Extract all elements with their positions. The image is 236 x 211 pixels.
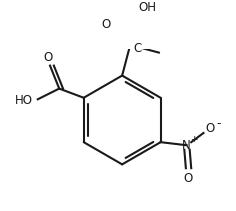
Text: OH: OH: [138, 1, 156, 14]
Text: O: O: [101, 18, 110, 31]
Text: N: N: [182, 139, 191, 152]
Text: -: -: [217, 117, 221, 130]
Text: O: O: [184, 172, 193, 185]
Text: O: O: [205, 122, 214, 135]
Text: O: O: [44, 51, 53, 65]
Text: C: C: [133, 42, 142, 54]
Text: HO: HO: [15, 94, 33, 107]
Text: +: +: [190, 135, 197, 144]
